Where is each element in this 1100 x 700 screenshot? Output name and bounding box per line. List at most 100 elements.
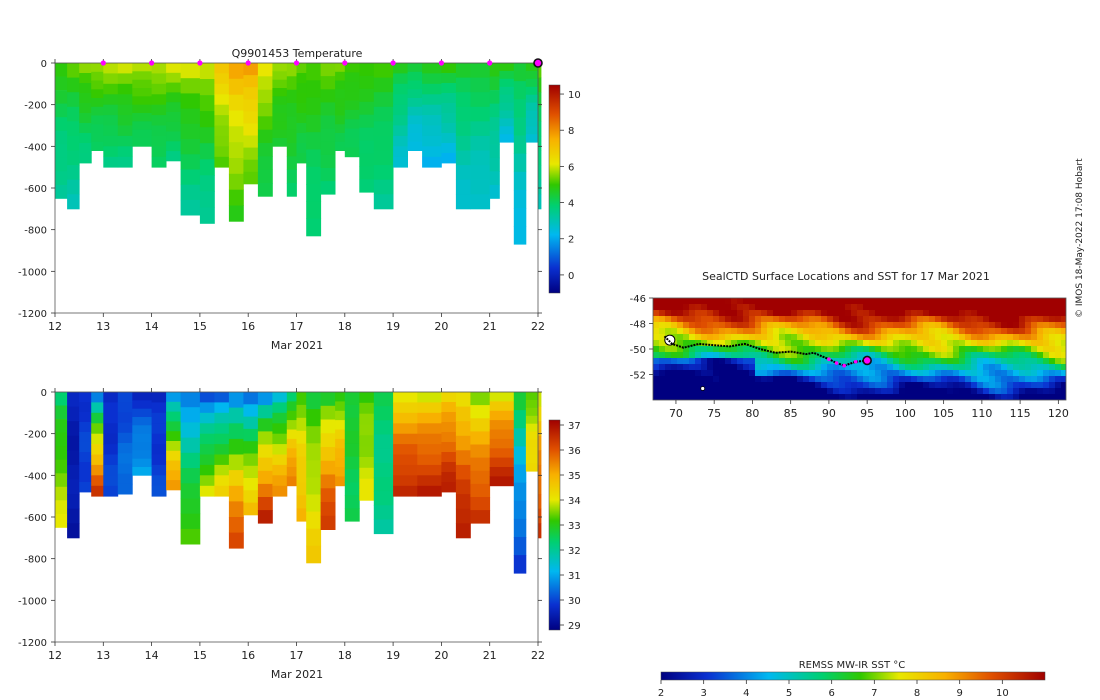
profile-cell xyxy=(166,450,181,461)
sst-cell xyxy=(923,352,930,359)
sst-cell xyxy=(833,310,840,317)
sst-cell xyxy=(821,346,828,353)
sst-cell xyxy=(665,298,672,305)
sst-cell xyxy=(731,322,738,329)
sst-cell xyxy=(785,340,792,347)
sst-cell xyxy=(737,298,744,305)
sst-cell xyxy=(707,298,714,305)
sst-cell xyxy=(653,364,660,371)
sst-cell xyxy=(929,382,936,389)
sst-cell xyxy=(887,352,894,359)
sst-cell xyxy=(809,316,816,323)
sst-cell xyxy=(719,304,726,311)
sst-cell xyxy=(719,322,726,329)
sst-cell xyxy=(809,388,816,395)
sst-cell xyxy=(953,304,960,311)
sst-cell xyxy=(653,388,660,395)
sst-cell xyxy=(995,334,1002,341)
sst-cell xyxy=(905,316,912,323)
profile-cell xyxy=(286,467,297,477)
sst-cell xyxy=(857,382,864,389)
sst-cell xyxy=(653,370,660,377)
x-tick-label: 75 xyxy=(707,407,721,420)
profile-cell xyxy=(166,121,181,132)
profile-cell xyxy=(422,83,442,95)
sst-cell xyxy=(671,328,678,335)
sst-cell xyxy=(923,322,930,329)
sst-cell xyxy=(689,310,696,317)
profile-cell xyxy=(272,138,288,147)
sst-cell xyxy=(911,322,918,329)
sst-cell xyxy=(959,346,966,353)
sst-cell xyxy=(695,364,702,371)
sst-cell xyxy=(935,364,942,371)
sst-cell xyxy=(803,394,810,400)
sst-cell xyxy=(653,346,660,353)
sst-cell xyxy=(749,304,756,311)
profile-cell xyxy=(525,78,539,88)
sst-cell xyxy=(857,370,864,377)
sst-cell xyxy=(989,364,996,371)
surface-marker xyxy=(245,60,251,66)
sst-cell xyxy=(1055,388,1062,395)
sst-cell xyxy=(683,364,690,371)
profile-cell xyxy=(199,191,215,208)
sst-cell xyxy=(1049,364,1056,371)
sst-cell xyxy=(923,334,930,341)
sst-cell xyxy=(1061,376,1066,383)
sst-cell xyxy=(827,364,834,371)
sst-cell xyxy=(767,388,774,395)
profile-cell xyxy=(373,179,394,195)
sst-cell xyxy=(785,394,792,400)
sst-cell xyxy=(1007,304,1014,311)
profile-cell xyxy=(499,70,515,80)
sst-cell xyxy=(1049,352,1056,359)
profile-cell xyxy=(470,194,491,210)
sst-cell xyxy=(725,352,732,359)
sst-cell xyxy=(989,322,996,329)
profile-cell xyxy=(257,457,273,472)
sst-cell xyxy=(1013,310,1020,317)
profile-cell xyxy=(422,94,442,106)
profile-cell xyxy=(417,392,442,403)
sst-cell xyxy=(905,298,912,305)
sst-cell xyxy=(1043,340,1050,347)
sst-cell xyxy=(1031,382,1038,389)
sst-cell xyxy=(929,310,936,317)
y-tick-label: -200 xyxy=(24,430,47,441)
sst-cell xyxy=(845,340,852,347)
profile-cell xyxy=(55,144,68,159)
profile-cell xyxy=(393,433,418,445)
x-tick-label: 16 xyxy=(241,320,255,333)
profile-cell xyxy=(166,82,181,93)
sst-cell xyxy=(803,346,810,353)
sst-cell xyxy=(1019,358,1026,365)
sst-cell xyxy=(881,310,888,317)
profile-cell xyxy=(393,402,418,414)
y-tick-label: -1000 xyxy=(18,596,47,607)
profile-cell xyxy=(335,71,346,81)
profile-cell xyxy=(344,443,360,457)
sst-cell xyxy=(923,358,930,365)
profile-cell xyxy=(214,135,230,147)
sst-cell xyxy=(845,316,852,323)
profile-cell xyxy=(499,94,515,103)
profile-cell xyxy=(228,158,244,175)
sst-cell xyxy=(917,388,924,395)
y-tick-label: 0 xyxy=(41,388,47,399)
sst-cell xyxy=(809,340,816,347)
sst-cell xyxy=(929,334,936,341)
sst-cell xyxy=(869,298,876,305)
profile-cell xyxy=(359,446,375,458)
sst-cell xyxy=(857,352,864,359)
sst-cell xyxy=(665,310,672,317)
sst-cell xyxy=(761,394,768,400)
sst-cell xyxy=(725,394,732,400)
sst-cell xyxy=(683,328,690,335)
profile-cell xyxy=(55,459,68,474)
sst-cell xyxy=(1049,382,1056,389)
sst-cell xyxy=(671,394,678,400)
profile-cell xyxy=(335,420,346,430)
x-tick-label: 80 xyxy=(745,407,759,420)
